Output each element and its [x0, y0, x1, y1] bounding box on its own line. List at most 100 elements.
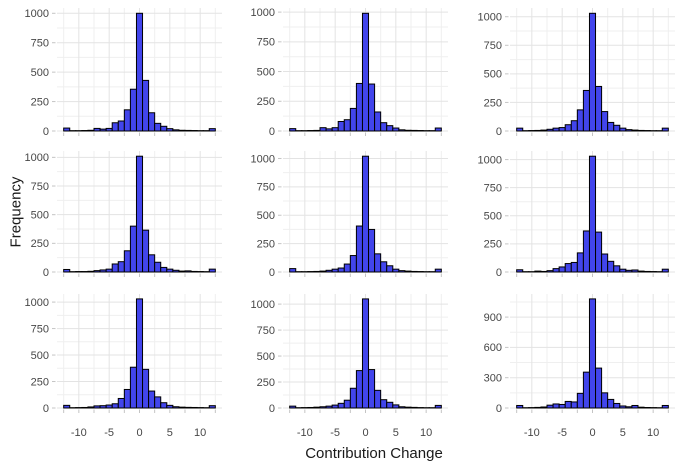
histogram-bar: [546, 128, 554, 132]
histogram-bar: [534, 406, 542, 409]
histogram-bar: [184, 406, 192, 409]
histogram-bar: [154, 261, 162, 273]
histogram-bar: [392, 404, 400, 409]
histogram-bar: [601, 111, 609, 132]
histogram-bar: [534, 270, 542, 273]
histogram-bar: [570, 120, 578, 132]
histogram-bar: [576, 109, 584, 132]
histogram-bar: [552, 268, 560, 273]
histogram-bar: [331, 268, 339, 273]
histogram-bar: [307, 406, 315, 409]
histogram-bar: [404, 270, 412, 273]
y-tick-label: 1000: [25, 8, 49, 20]
histogram-bar: [129, 366, 137, 409]
histogram-bar: [349, 255, 357, 273]
histogram-bar: [190, 270, 198, 273]
y-tick-label: 500: [484, 69, 502, 81]
histogram-bar: [404, 406, 412, 409]
histogram-bar: [123, 250, 131, 273]
histogram-bar: [148, 390, 156, 409]
histogram-bar: [386, 401, 394, 409]
y-tick-label: 750: [484, 40, 502, 52]
histogram-bar: [404, 129, 412, 132]
histogram-bar: [625, 129, 633, 132]
histogram-bar: [564, 400, 572, 409]
histogram-bar: [123, 388, 131, 409]
y-tick-label: 750: [257, 37, 275, 49]
y-tick-label: 0: [269, 126, 275, 138]
histogram-bar: [595, 367, 603, 409]
histogram-bar: [595, 231, 603, 273]
histogram-bar: [576, 392, 584, 409]
histogram-bar: [601, 392, 609, 409]
histogram-bar: [337, 267, 345, 273]
histogram-bar: [434, 127, 442, 132]
histogram-bar: [558, 403, 566, 409]
histogram-bar: [631, 269, 639, 273]
y-tick-label: 600: [484, 342, 502, 354]
histogram-bar: [117, 261, 125, 273]
histogram-bar: [613, 124, 621, 132]
histogram-bar: [160, 402, 168, 409]
histogram-bar: [410, 406, 418, 409]
x-tick-label: -10: [524, 427, 540, 439]
histogram-panel: 0 250 500 750 1000: [25, 8, 222, 138]
y-tick-label: 900: [484, 312, 502, 324]
histogram-bar: [325, 405, 333, 409]
histogram-bar: [516, 269, 524, 273]
histogram-bar: [368, 369, 376, 409]
histogram-bar: [380, 399, 388, 409]
y-tick-label: 750: [257, 325, 275, 337]
y-tick-label: 1000: [251, 299, 275, 311]
histogram-bar: [148, 112, 156, 132]
x-tick-label: 10: [647, 427, 659, 439]
histogram-bar: [166, 404, 174, 409]
histogram-bar: [386, 125, 394, 132]
histogram-bar: [516, 127, 524, 132]
y-tick-label: 0: [496, 403, 502, 415]
histogram-bar: [386, 265, 394, 273]
x-tick-label: -5: [104, 427, 114, 439]
histogram-bar: [570, 401, 578, 409]
histogram-bar: [93, 405, 101, 409]
y-tick-label: 1000: [478, 154, 502, 166]
histogram-bar: [434, 268, 442, 273]
histogram-bar: [619, 405, 627, 409]
y-tick-label: 750: [31, 181, 49, 193]
histogram-bar: [99, 128, 107, 132]
histogram-bar: [374, 111, 382, 132]
histogram-bar: [123, 109, 131, 132]
y-tick-label: 250: [257, 377, 275, 389]
histogram-bar: [374, 389, 382, 409]
histogram-bar: [601, 253, 609, 273]
histogram-bar: [588, 155, 597, 273]
histogram-bar: [564, 124, 572, 132]
histogram-bar: [87, 406, 95, 409]
histogram-bar: [546, 270, 554, 273]
histogram-bar: [166, 128, 174, 132]
histogram-bar: [87, 270, 95, 273]
histogram-panel: 0 250 500 750 1000 -10 -5 0 5 10: [251, 294, 448, 439]
histogram-bar: [516, 404, 524, 409]
y-tick-label: 250: [257, 96, 275, 108]
y-tick-label: 1000: [25, 297, 49, 309]
histogram-bar: [643, 406, 651, 409]
histogram-bar: [380, 122, 388, 132]
histogram-bar: [142, 368, 150, 409]
histogram-bar: [607, 398, 615, 409]
histogram-bar: [398, 129, 406, 132]
y-tick-label: 1000: [25, 152, 49, 164]
histogram-panel: 0 250 500 750 1000: [478, 151, 675, 279]
histogram-bar: [325, 269, 333, 273]
histogram-panel: 0 250 500 750 1000: [25, 151, 222, 279]
histogram-bar: [588, 298, 597, 409]
histogram-bar: [172, 129, 180, 132]
histogram-bar: [625, 269, 633, 273]
histogram-bar: [398, 270, 406, 273]
histogram-bar: [184, 129, 192, 132]
histogram-bar: [582, 89, 590, 132]
histogram-panel: 0 300 600 900 -10 -5 0 5 10: [484, 294, 675, 439]
y-tick-label: 750: [484, 183, 502, 195]
histogram-bar: [368, 228, 376, 273]
y-tick-label: 750: [31, 323, 49, 335]
